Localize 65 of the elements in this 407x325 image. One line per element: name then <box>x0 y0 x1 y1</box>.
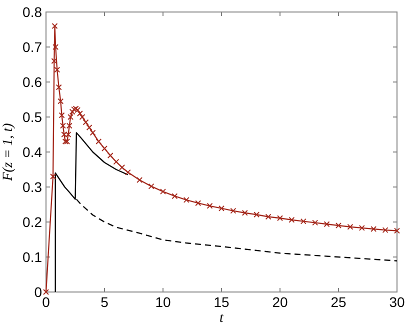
point <box>382 227 388 234</box>
point <box>218 205 224 212</box>
point <box>96 138 102 144</box>
point <box>230 208 236 214</box>
y-tick-label: 0 <box>34 284 42 300</box>
point <box>195 200 202 206</box>
x-tick-label: 15 <box>214 294 230 310</box>
point <box>160 188 166 195</box>
point <box>347 224 354 230</box>
y-axis-title: F(z = 1, t) <box>1 122 16 182</box>
point <box>79 114 86 120</box>
point <box>90 130 96 136</box>
point <box>102 146 108 152</box>
point <box>43 289 49 295</box>
point <box>107 152 114 158</box>
point <box>370 226 377 232</box>
x-tick-label: 20 <box>272 294 288 310</box>
y-tick-label: 0.3 <box>22 178 42 195</box>
point <box>277 215 283 222</box>
point <box>54 66 60 73</box>
point <box>148 183 154 190</box>
point <box>336 222 342 228</box>
point <box>172 193 178 200</box>
point <box>51 58 58 64</box>
y-tick-label: 0.7 <box>22 38 42 55</box>
x-axis-title: t <box>220 311 225 325</box>
point <box>65 132 72 138</box>
point <box>56 84 62 90</box>
point <box>50 174 56 180</box>
point <box>58 98 64 104</box>
point <box>265 214 272 220</box>
point <box>206 202 213 209</box>
point <box>62 138 68 144</box>
point <box>124 169 131 176</box>
point <box>58 112 65 118</box>
point <box>288 216 295 223</box>
point <box>68 114 74 120</box>
point <box>324 221 330 228</box>
point <box>61 132 68 138</box>
y-tick-label: 0.8 <box>22 4 42 20</box>
point <box>86 124 92 130</box>
point <box>52 23 58 29</box>
point <box>76 110 83 116</box>
point <box>358 224 365 231</box>
point <box>64 138 70 144</box>
point <box>113 158 120 165</box>
x-tick-label: 10 <box>155 294 171 310</box>
point <box>312 220 318 226</box>
x-tick-label: 25 <box>330 294 346 310</box>
x-tick-label: 5 <box>100 294 109 310</box>
point <box>300 218 306 224</box>
x-tick-label: 30 <box>389 294 405 310</box>
y-tick-label: 0.6 <box>22 74 42 90</box>
y-tick-label: 0.4 <box>22 144 42 160</box>
point <box>136 177 143 183</box>
point <box>254 212 260 218</box>
point <box>52 44 59 50</box>
point <box>394 228 400 234</box>
point <box>242 210 248 216</box>
point <box>183 196 190 203</box>
point <box>119 164 126 170</box>
y-tick-label: 0.1 <box>22 248 42 265</box>
y-tick-label: 0.2 <box>22 214 42 230</box>
y-tick-label: 0.5 <box>22 108 42 125</box>
point <box>82 119 89 126</box>
